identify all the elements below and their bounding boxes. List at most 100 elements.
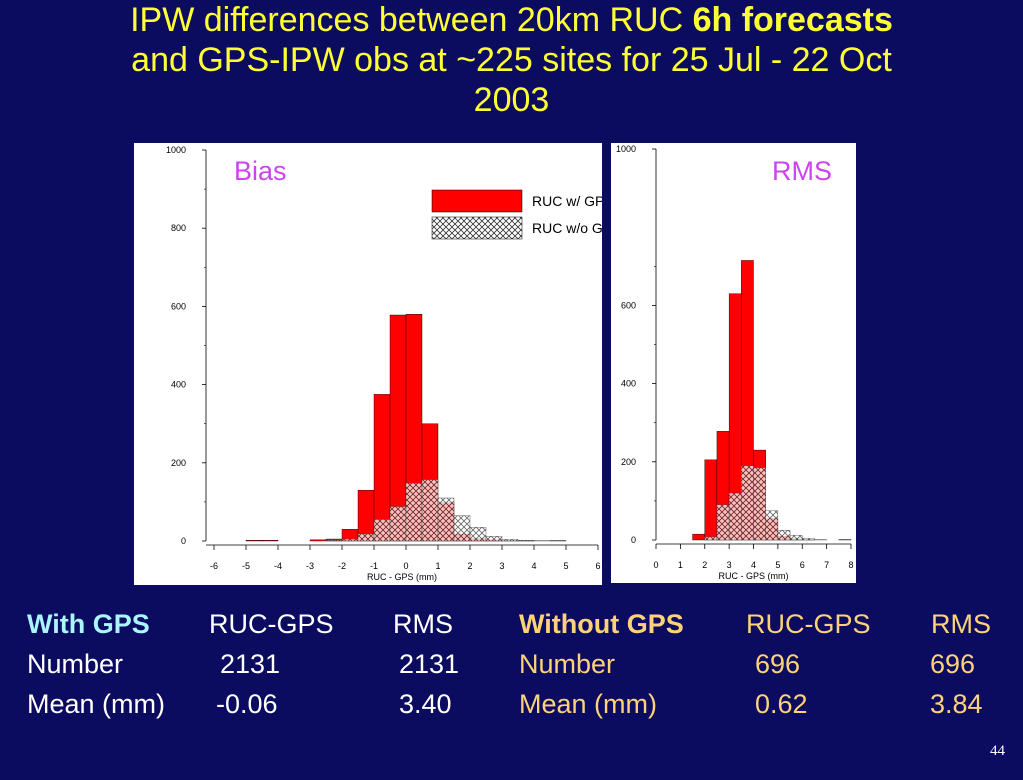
bar-without-gps [485,536,503,542]
bar-without-gps [501,539,519,542]
x-tick-label: 8 [848,560,853,570]
with-gps-mean-row: Mean (mm) -0.06 3.40 [27,684,497,724]
bar-without-gps [704,536,718,541]
x-tick-label: -5 [242,561,250,571]
title-line1: IPW differences between 20km RUC [130,1,693,39]
slide-number: 44 [990,743,1005,759]
bar-without-gps [389,506,407,542]
title-line3: 2003 [473,81,550,119]
x-axis-label: RUC - GPS (mm) [719,571,789,581]
with-gps-number-row: Number 2131 2131 [27,644,497,684]
without-gps-stats: Without GPS RUC-GPS RMS Number 696 696 M… [519,604,1009,724]
bar-with-gps [704,459,718,541]
x-tick-label: 2 [702,560,707,570]
panel-label: Bias [234,156,287,186]
bar-without-gps [357,533,375,542]
y-tick-label: 1000 [166,145,186,155]
with-gps-col1: RUC-GPS [209,609,334,639]
legend-label-with-gps: RUC w/ GPS [532,193,602,209]
with-gps-col2: RMS [393,609,453,639]
bar-with-gps [261,540,279,542]
y-tick-label: 600 [171,301,186,311]
bar-without-gps [802,538,815,541]
bar-without-gps [789,535,803,541]
without-gps-number-row: Number 696 696 [519,644,1009,684]
legend-swatch-with-gps [431,189,523,213]
x-tick-label: 3 [499,561,504,571]
legend-label-without-gps: RUC w/o GPS [532,220,602,236]
x-tick-label: 6 [800,560,805,570]
bar-without-gps [453,515,471,542]
x-tick-label: -2 [338,561,346,571]
x-axis-label: RUC - GPS (mm) [367,572,437,582]
x-tick-label: 6 [595,561,600,571]
without-gps-header-row: Without GPS RUC-GPS RMS [519,604,1009,644]
bias-histogram: 0 200 400 600 800 1000 -6 -5 -4 -3 -2 -1 0 1 2 3 4 5 6 RUC … [166,145,622,582]
bar-without-gps [753,467,766,541]
with-gps-number-label: Number [27,649,124,679]
title-bold: 6h forecasts [692,1,893,39]
legend-swatch-without-gps [431,216,523,240]
x-tick-label: 1 [435,561,440,571]
without-gps-number-v2: 696 [930,649,976,679]
y-tick-label: 800 [171,223,186,233]
x-tick-label: 0 [653,560,658,570]
y-tick-label: 0 [181,536,186,546]
x-tick-label: -1 [370,561,378,571]
bar-with-gps [357,489,375,542]
x-tick-label: -4 [274,561,282,571]
bar-without-gps [437,497,455,542]
x-tick-label: 5 [563,561,568,571]
x-tick-label: 2 [467,561,472,571]
bar-without-gps [469,527,487,542]
x-tick-label: 4 [751,560,756,570]
with-gps-mean-label: Mean (mm) [27,689,166,719]
with-gps-number-v1: 2131 [220,649,281,679]
y-tick-label: 400 [621,379,636,389]
without-gps-header: Without GPS [519,609,684,639]
slide-title: IPW differences between 20km RUC 6h fore… [20,0,1003,120]
without-gps-mean-v1: 0.62 [755,689,808,719]
bar-without-gps [728,492,742,541]
without-gps-mean-label: Mean (mm) [519,689,658,719]
bar-without-gps [777,530,791,541]
y-tick-label: 400 [171,380,186,390]
with-gps-mean-v2: 3.40 [399,689,452,719]
x-tick-label: 3 [727,560,732,570]
rms-histogram: 0 200 400 600 1000 0 1 2 3 4 5 6 7 8 RUC - GPS (mm) RMS [616,144,854,581]
bar-without-gps [405,482,423,542]
title-line2: and GPS-IPW obs at ~225 sites for 25 Jul… [131,41,892,79]
bar-without-gps [373,519,391,542]
y-tick-label: 0 [631,535,636,545]
x-tick-label: -6 [210,561,218,571]
x-tick-label: 7 [824,560,829,570]
with-gps-number-v2: 2131 [399,649,460,679]
panel-label: RMS [772,156,832,186]
bar-with-gps [373,394,391,542]
without-gps-mean-v2: 3.84 [930,689,983,719]
without-gps-col2: RMS [931,609,991,639]
x-tick-label: 1 [678,560,683,570]
bar-with-gps [692,533,705,541]
x-tick-label: -3 [306,561,314,571]
bar-with-gps [309,539,327,542]
x-tick-label: 0 [403,561,408,571]
without-gps-number-label: Number [519,649,616,679]
bar-without-gps [341,538,359,542]
bar-without-gps [765,510,779,541]
bar-with-gps [245,540,263,542]
y-tick-label: 200 [171,458,186,468]
x-tick-label: 4 [531,561,536,571]
with-gps-stats: With GPS RUC-GPS RMS Number 2131 2131 Me… [27,604,497,724]
bar-without-gps [325,540,343,542]
bar-without-gps [741,465,754,541]
bar-without-gps [421,479,439,542]
rms-chart-panel: 0 200 400 600 1000 0 1 2 3 4 5 6 7 8 RUC - GPS (mm) RMS [611,143,856,583]
x-tick-label: 5 [775,560,780,570]
bar-without-gps [517,540,535,542]
y-tick-label: 600 [621,300,636,310]
without-gps-mean-row: Mean (mm) 0.62 3.84 [519,684,1009,724]
with-gps-header: With GPS [27,609,150,639]
without-gps-number-v1: 696 [755,649,801,679]
y-tick-label: 1000 [616,144,636,154]
